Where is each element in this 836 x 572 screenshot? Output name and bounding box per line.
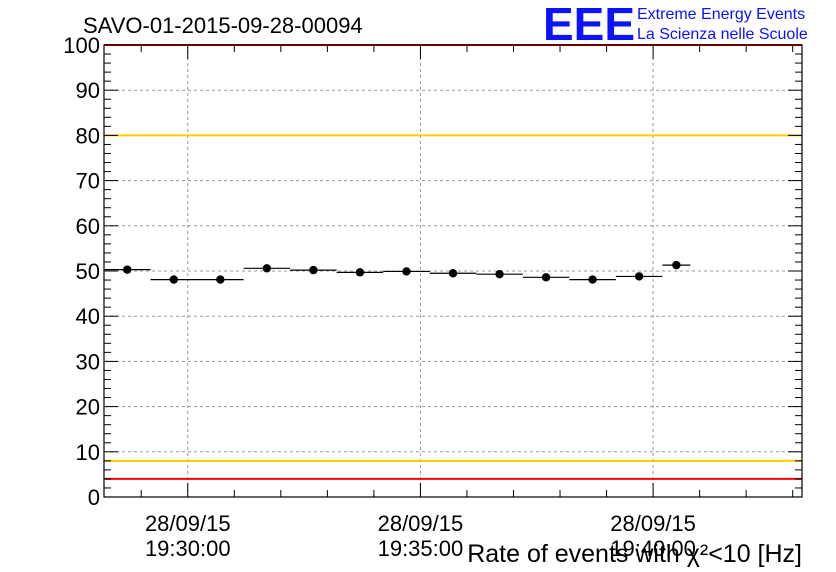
data-point	[216, 275, 225, 284]
data-point	[262, 264, 272, 273]
data-point	[448, 269, 458, 278]
x-tick-time: 19:30:00	[145, 536, 231, 561]
y-tick-label: 70	[76, 169, 100, 194]
eee-logo: EEE Extreme Energy Events La Scienza nel…	[543, 0, 808, 50]
data-point	[123, 265, 132, 274]
eee-logo-mark: EEE	[543, 0, 635, 50]
y-tick-labels: 0 10 20 30 40 50 60 70 80 90 100	[63, 33, 100, 510]
y-tick-label: 90	[76, 78, 100, 103]
y-tick-label: 60	[76, 214, 100, 239]
x-tick-labels: 28/09/1519:30:0028/09/1519:35:0028/09/15…	[145, 511, 696, 561]
y-tick-label: 40	[76, 304, 100, 329]
x-tick-date: 28/09/15	[378, 511, 464, 536]
y-tick-label: 100	[63, 33, 100, 58]
y-tick-label: 50	[76, 259, 100, 284]
x-tick-date: 28/09/15	[610, 511, 696, 536]
data-point	[495, 269, 504, 279]
y-tick-label: 0	[88, 485, 100, 510]
data-point	[169, 275, 178, 284]
data-point	[672, 260, 681, 270]
data-point	[541, 273, 551, 282]
y-tick-label: 20	[76, 395, 100, 420]
brand-line-2: La Scienza nelle Scuole	[637, 26, 808, 43]
data-point	[355, 268, 365, 277]
reference-lines	[104, 44, 802, 480]
y-tick-label: 80	[76, 123, 100, 148]
data-point	[309, 265, 318, 275]
data-point	[402, 267, 411, 276]
x-tick-time: 19:35:00	[378, 536, 464, 561]
x-tick-time: 19:40:00	[610, 536, 696, 561]
x-tick-date: 28/09/15	[145, 511, 231, 536]
data-points	[104, 260, 691, 284]
data-point	[634, 272, 644, 281]
y-tick-label: 10	[76, 440, 100, 465]
y-tick-label: 30	[76, 349, 100, 374]
chart-title: SAVO-01-2015-09-28-00094	[83, 13, 363, 38]
data-point	[588, 275, 597, 284]
x-axis-title: Rate of events with χ²<10 [Hz]	[467, 540, 802, 568]
axis-ticks	[104, 44, 802, 498]
brand-line-1: Extreme Energy Events	[637, 6, 805, 23]
